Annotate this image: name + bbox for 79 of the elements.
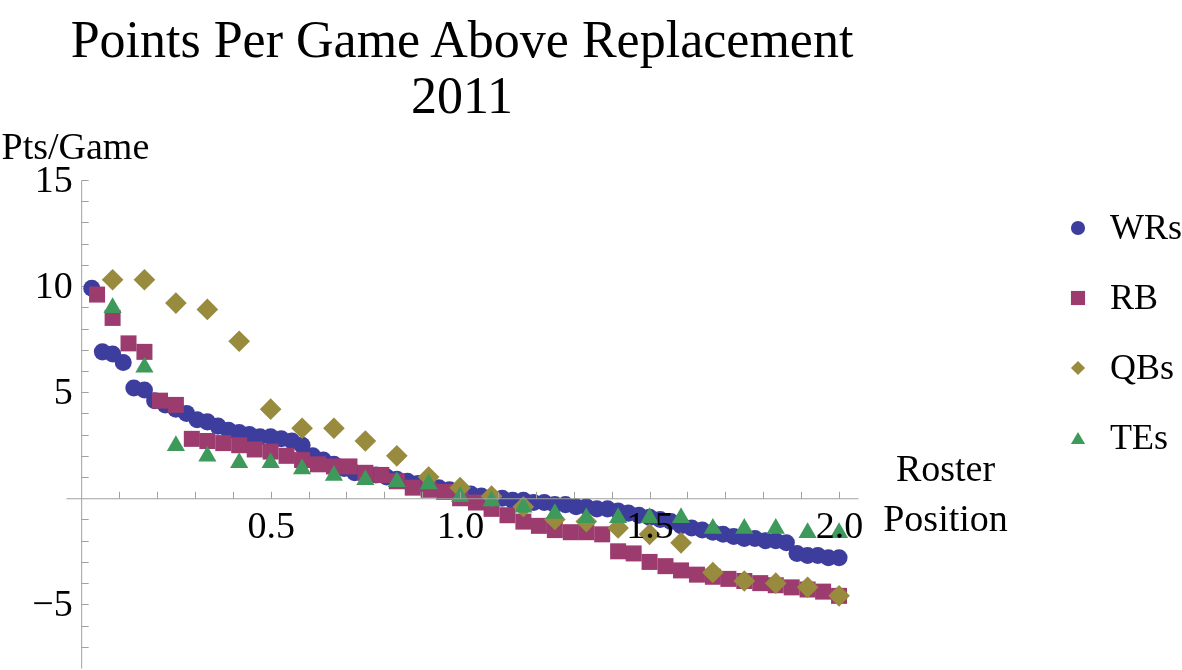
point bbox=[766, 517, 785, 534]
point bbox=[515, 513, 532, 530]
x-tick-label: 0.5 bbox=[247, 503, 295, 546]
legend-label: RB bbox=[1110, 277, 1159, 317]
point bbox=[514, 496, 533, 513]
point bbox=[215, 435, 232, 452]
point bbox=[278, 447, 295, 464]
point bbox=[609, 507, 628, 524]
point bbox=[259, 398, 282, 420]
point bbox=[373, 466, 390, 483]
point bbox=[610, 543, 627, 560]
point bbox=[183, 430, 200, 447]
point bbox=[796, 576, 819, 599]
point bbox=[657, 558, 674, 575]
point bbox=[101, 268, 124, 291]
point bbox=[165, 292, 187, 314]
point bbox=[120, 335, 137, 352]
x-tick-label: 1.5 bbox=[626, 503, 674, 546]
point bbox=[419, 473, 438, 490]
point bbox=[404, 479, 421, 496]
point bbox=[545, 503, 564, 519]
point bbox=[261, 452, 280, 468]
y-tick-label: 5 bbox=[53, 369, 73, 412]
point bbox=[530, 517, 547, 534]
x-tick-label: 1.0 bbox=[436, 503, 485, 546]
point bbox=[562, 524, 579, 541]
point bbox=[293, 458, 312, 475]
point bbox=[166, 435, 185, 451]
point bbox=[199, 432, 216, 449]
point bbox=[356, 469, 375, 485]
point bbox=[196, 298, 219, 321]
point bbox=[231, 437, 248, 454]
point bbox=[451, 486, 470, 502]
point bbox=[136, 343, 153, 360]
point bbox=[673, 562, 690, 579]
point bbox=[577, 507, 596, 524]
point bbox=[167, 396, 184, 413]
y-tick-label: −5 bbox=[32, 581, 73, 624]
point bbox=[103, 297, 122, 314]
point bbox=[89, 286, 106, 303]
point bbox=[291, 417, 313, 440]
point bbox=[310, 456, 326, 473]
point bbox=[135, 356, 154, 373]
x-tick-label: 2.0 bbox=[815, 503, 864, 546]
point bbox=[151, 392, 168, 409]
point bbox=[703, 517, 722, 534]
legend-label: WRs bbox=[1110, 207, 1182, 247]
point bbox=[133, 268, 156, 291]
point bbox=[499, 507, 516, 524]
point bbox=[688, 566, 705, 583]
point bbox=[764, 572, 787, 594]
point bbox=[752, 575, 769, 592]
point bbox=[720, 570, 737, 587]
point bbox=[702, 561, 724, 584]
point bbox=[671, 507, 691, 524]
point bbox=[246, 441, 263, 458]
point bbox=[354, 430, 377, 452]
point bbox=[798, 522, 817, 538]
point bbox=[385, 444, 408, 467]
point bbox=[228, 330, 251, 353]
point bbox=[323, 417, 345, 440]
chart-title: Points Per Game Above Replacement bbox=[70, 11, 854, 68]
point bbox=[341, 458, 358, 475]
y-tick-label: 10 bbox=[34, 263, 73, 306]
y-axis-title: Pts/Game bbox=[1, 124, 150, 167]
point bbox=[230, 452, 249, 468]
legend-label: QBs bbox=[1110, 347, 1175, 387]
point bbox=[815, 583, 832, 600]
chart-subtitle: 2011 bbox=[410, 67, 514, 124]
legend-label: TEs bbox=[1110, 417, 1168, 457]
point bbox=[735, 517, 754, 534]
point bbox=[198, 445, 217, 462]
point bbox=[641, 553, 658, 570]
point bbox=[482, 490, 501, 507]
point bbox=[625, 545, 642, 562]
point bbox=[594, 526, 611, 543]
point bbox=[324, 464, 343, 481]
x-axis-title: Roster Position bbox=[883, 446, 1008, 539]
point bbox=[783, 579, 800, 596]
